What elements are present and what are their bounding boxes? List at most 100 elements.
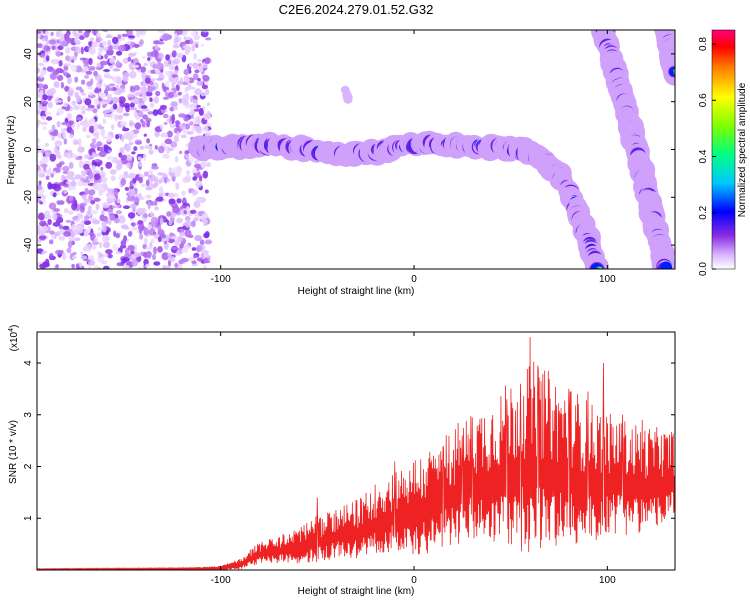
noise-blob xyxy=(64,85,70,92)
noise-blob xyxy=(120,134,125,142)
noise-blob xyxy=(53,183,62,192)
noise-blob xyxy=(136,31,141,38)
y-tick-label: 3 xyxy=(23,412,34,418)
noise-blob xyxy=(55,51,62,57)
noise-blob xyxy=(80,255,88,260)
noise-blob xyxy=(187,257,196,262)
noise-blob xyxy=(67,240,73,249)
noise-blob xyxy=(102,215,109,222)
noise-blob xyxy=(128,188,136,197)
spectrogram-series-ridge xyxy=(188,130,609,269)
noise-blob xyxy=(87,104,95,109)
noise-blob xyxy=(145,77,151,84)
noise-blob xyxy=(49,230,55,235)
noise-blob xyxy=(40,149,45,154)
noise-blob xyxy=(169,65,177,70)
noise-blob xyxy=(38,62,45,67)
noise-blob xyxy=(55,216,64,224)
noise-blob xyxy=(128,135,132,143)
noise-blob xyxy=(147,224,153,230)
noise-blob xyxy=(165,219,169,223)
noise-blob xyxy=(100,128,106,137)
noise-blob xyxy=(172,205,180,214)
noise-blob xyxy=(80,92,87,96)
noise-blob xyxy=(96,32,101,38)
noise-blob xyxy=(72,256,77,260)
colorbar-tick-label: 0.4 xyxy=(698,149,709,163)
noise-blob xyxy=(170,141,178,148)
ridge-halo xyxy=(669,67,675,76)
x-tick-label: 0 xyxy=(411,575,417,586)
noise-blob xyxy=(134,92,142,96)
noise-blob xyxy=(38,43,43,49)
noise-blob xyxy=(137,266,145,269)
noise-blob xyxy=(107,253,113,259)
noise-blob xyxy=(114,113,118,122)
noise-blob xyxy=(55,264,59,269)
noise-blob xyxy=(42,126,47,130)
noise-blob xyxy=(71,202,78,211)
noise-blob xyxy=(39,220,46,227)
noise-blob xyxy=(87,243,92,252)
noise-blob xyxy=(91,244,97,250)
noise-blob xyxy=(76,95,82,103)
noise-blob xyxy=(184,123,190,130)
noise-blob xyxy=(133,146,138,152)
noise-blob xyxy=(88,46,96,55)
noise-blob xyxy=(203,259,211,264)
noise-blob xyxy=(148,169,154,175)
noise-blob xyxy=(171,113,176,122)
noise-blob xyxy=(115,205,120,209)
noise-blob xyxy=(56,112,60,116)
noise-blob xyxy=(88,57,93,66)
noise-blob xyxy=(57,74,64,81)
noise-blob xyxy=(120,224,129,230)
noise-blob xyxy=(83,198,89,204)
noise-blob xyxy=(199,64,204,73)
noise-blob xyxy=(120,120,128,127)
noise-blob xyxy=(105,249,113,255)
noise-blob xyxy=(130,250,135,255)
noise-blob xyxy=(139,207,147,214)
noise-blob xyxy=(38,212,45,221)
noise-blob xyxy=(188,155,195,163)
noise-blob xyxy=(117,114,124,120)
noise-blob xyxy=(143,213,148,218)
noise-blob xyxy=(92,219,100,225)
colorbar-tick-label: 0.6 xyxy=(698,93,709,107)
noise-blob xyxy=(80,46,84,55)
y-tick-label: 40 xyxy=(23,48,34,60)
noise-blob xyxy=(123,205,130,209)
noise-blob xyxy=(66,153,71,160)
noise-blob xyxy=(109,213,116,221)
noise-blob xyxy=(140,86,148,94)
noise-blob xyxy=(185,87,190,91)
spectrogram-y-label: Frequency (Hz) xyxy=(6,116,17,185)
noise-blob xyxy=(41,37,45,42)
noise-blob xyxy=(77,146,85,153)
noise-blob xyxy=(183,36,187,40)
noise-blob xyxy=(152,109,159,116)
noise-blob xyxy=(121,44,125,48)
noise-blob xyxy=(76,122,80,130)
noise-blob xyxy=(160,132,168,138)
ridge-halo xyxy=(343,94,353,104)
noise-blob xyxy=(74,237,81,242)
noise-blob xyxy=(177,228,185,233)
noise-blob xyxy=(178,259,184,265)
noise-blob xyxy=(41,115,46,121)
noise-blob xyxy=(83,220,92,226)
noise-blob xyxy=(65,55,70,62)
noise-blob xyxy=(105,236,110,242)
noise-blob xyxy=(40,50,46,54)
spectrogram-x-label: Height of straight line (km) xyxy=(298,286,415,297)
noise-blob xyxy=(177,36,182,43)
noise-blob xyxy=(148,228,156,236)
noise-blob xyxy=(81,170,87,176)
noise-blob xyxy=(117,163,123,170)
y-tick-label: 2 xyxy=(23,463,34,469)
noise-blob xyxy=(77,226,84,234)
noise-blob xyxy=(155,196,164,202)
noise-blob xyxy=(189,62,193,68)
